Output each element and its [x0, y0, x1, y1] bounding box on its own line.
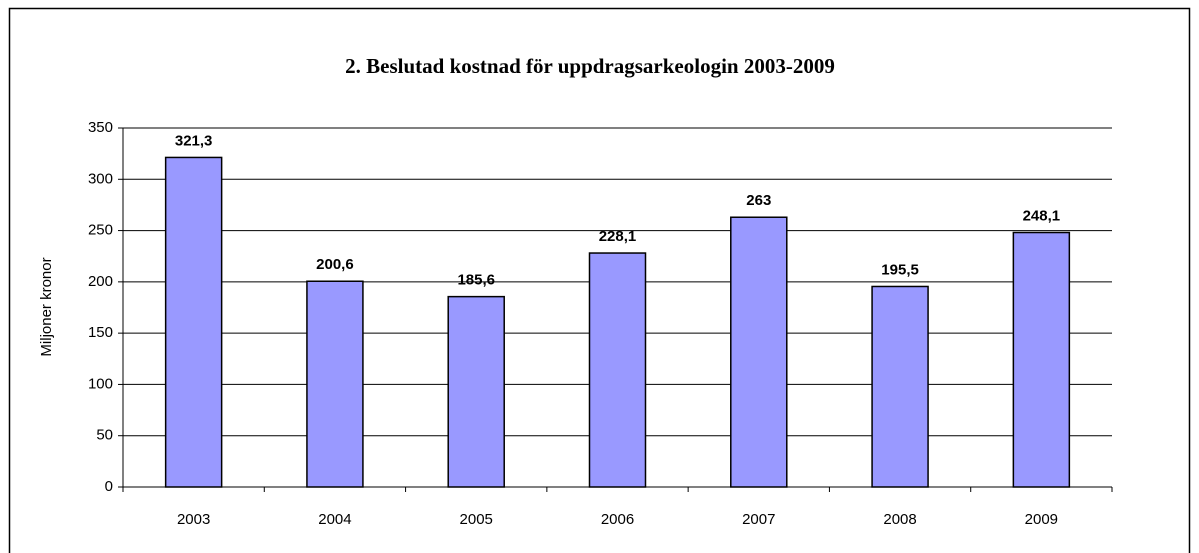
bar: [1012, 231, 1071, 488]
x-tick-label: 2005: [460, 511, 493, 528]
bar: [306, 280, 364, 488]
y-tick-label: 300: [88, 170, 113, 187]
value-label: 200,6: [316, 256, 354, 273]
y-tick-label: 150: [88, 324, 113, 341]
value-label: 195,5: [881, 261, 919, 278]
y-tick-label: 0: [105, 478, 113, 495]
value-label: 185,6: [457, 272, 495, 289]
y-tick-label: 200: [88, 273, 113, 290]
x-tick-label: 2003: [177, 511, 210, 528]
bar: [164, 156, 223, 488]
bar: [447, 295, 505, 488]
y-tick-label: 350: [88, 119, 113, 136]
x-tick-label: 2008: [883, 511, 916, 528]
value-label: 248,1: [1023, 207, 1061, 224]
bar: [871, 285, 929, 488]
x-tick-label: 2007: [742, 511, 775, 528]
y-axis-label: Miljoner kronor: [38, 257, 55, 356]
x-tick-label: 2009: [1025, 511, 1058, 528]
bar: [730, 216, 788, 488]
y-tick-label: 250: [88, 222, 113, 239]
value-label: 321,3: [175, 132, 213, 149]
x-tick-label: 2006: [601, 511, 634, 528]
value-label: 228,1: [599, 228, 637, 245]
value-label: 263: [746, 192, 771, 209]
y-tick-label: 100: [88, 375, 113, 392]
bar: [588, 252, 647, 488]
chart-title: 2. Beslutad kostnad för uppdragsarkeolog…: [345, 54, 835, 78]
x-tick-label: 2004: [318, 511, 351, 528]
y-tick-label: 50: [96, 427, 113, 444]
